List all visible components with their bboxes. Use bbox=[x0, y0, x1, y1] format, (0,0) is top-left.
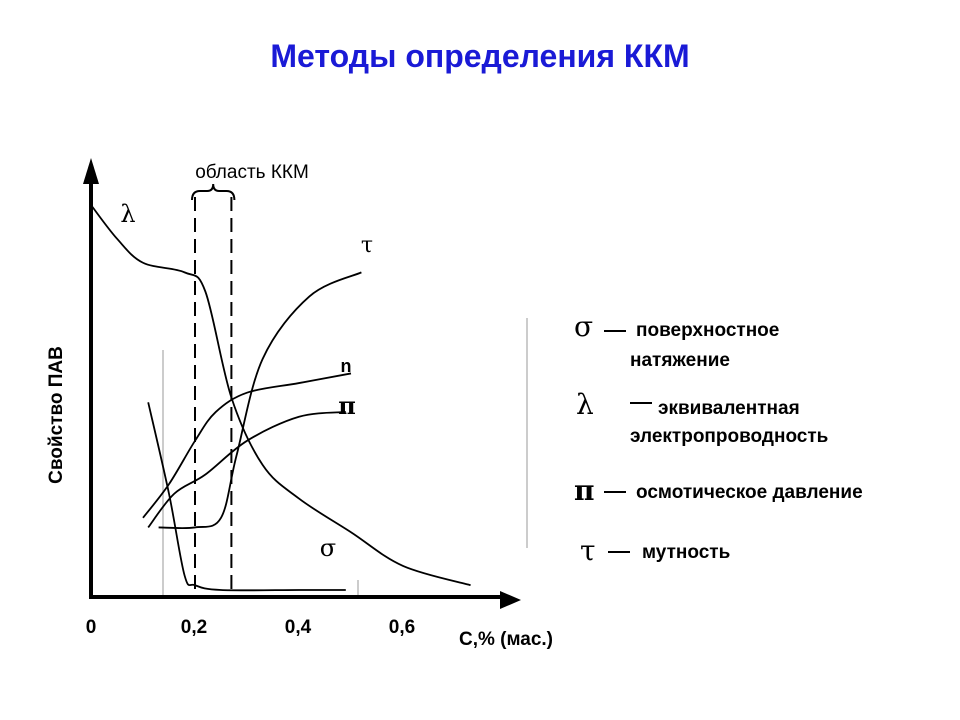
series-line-σ bbox=[147, 402, 346, 592]
legend-dash bbox=[604, 491, 626, 493]
legend-text: мутность bbox=[642, 542, 731, 563]
series-label: σ bbox=[320, 534, 336, 562]
y-axis-arrow bbox=[83, 158, 99, 184]
legend-text: поверхностное bbox=[636, 320, 780, 341]
x-tick-label: 0,6 bbox=[389, 617, 415, 638]
legend-symbol: τ bbox=[580, 534, 596, 567]
series-line-π bbox=[147, 411, 346, 528]
legend-text: осмотическое давление bbox=[636, 482, 863, 503]
series-line-n bbox=[142, 372, 352, 519]
x-tick-label: 0 bbox=[86, 617, 97, 638]
legend-text-2: электропроводность bbox=[630, 426, 829, 447]
series-label: n bbox=[341, 356, 352, 376]
cmc-region-label: область ККМ bbox=[195, 162, 309, 183]
legend-text-2: натяжение bbox=[630, 350, 730, 371]
slide-title: Методы определения ККМ bbox=[270, 38, 690, 74]
series-line-τ bbox=[158, 271, 362, 530]
series-label: τ bbox=[361, 233, 373, 258]
legend-item-lambda: λ эквивалентная электропроводность bbox=[574, 388, 934, 458]
x-axis-label: C,% (мас.) bbox=[459, 629, 553, 650]
y-axis-label: Свойство ПАВ bbox=[46, 346, 67, 484]
x-axis-arrow bbox=[500, 591, 521, 609]
legend-item-pi: π осмотическое давление bbox=[574, 474, 944, 512]
series-line-λ bbox=[90, 204, 471, 587]
legend-dash bbox=[608, 551, 630, 553]
cmc-brace bbox=[191, 183, 236, 201]
legend-text: эквивалентная bbox=[658, 398, 800, 419]
legend-item-sigma: σ поверхностное натяжение bbox=[574, 310, 934, 380]
legend-symbol: λ bbox=[576, 388, 594, 421]
x-tick-label: 0,4 bbox=[285, 617, 312, 638]
legend-symbol: π bbox=[574, 474, 595, 507]
legend-item-tau: τ мутность bbox=[574, 534, 934, 572]
legend-dash bbox=[630, 402, 652, 404]
legend-symbol: σ bbox=[574, 310, 594, 343]
series-label: λ bbox=[120, 200, 135, 228]
legend-dash bbox=[604, 330, 626, 332]
x-tick-label: 0,2 bbox=[181, 617, 207, 638]
series-label: π bbox=[338, 391, 356, 420]
